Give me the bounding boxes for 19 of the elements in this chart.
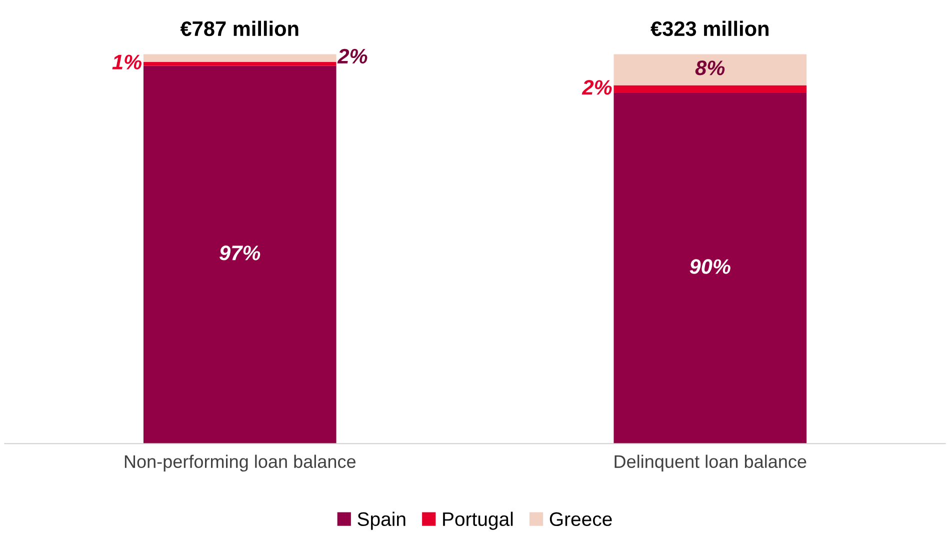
data-label: 8% bbox=[695, 60, 725, 76]
data-label: 2% bbox=[582, 80, 612, 95]
bar bbox=[143, 62, 336, 66]
x-tick-label: Non-performing loan balance bbox=[124, 454, 356, 472]
data-label: 97% bbox=[220, 246, 260, 260]
data-label: 90% bbox=[690, 259, 730, 274]
bar bbox=[614, 85, 807, 94]
bar bbox=[614, 93, 807, 444]
legend-label: Greece bbox=[550, 512, 612, 526]
data-label: 2% bbox=[337, 48, 368, 64]
bar bbox=[614, 54, 807, 86]
legend-label: Portugal bbox=[443, 512, 513, 530]
legend-label: Spain bbox=[358, 512, 406, 530]
annotation: €323 million bbox=[650, 20, 768, 36]
bar bbox=[143, 54, 336, 62]
bar bbox=[143, 66, 336, 444]
annotation: €787 million bbox=[180, 20, 298, 36]
data-label: 1% bbox=[112, 54, 142, 70]
x-tick-label: Delinquent loan balance bbox=[614, 454, 806, 472]
